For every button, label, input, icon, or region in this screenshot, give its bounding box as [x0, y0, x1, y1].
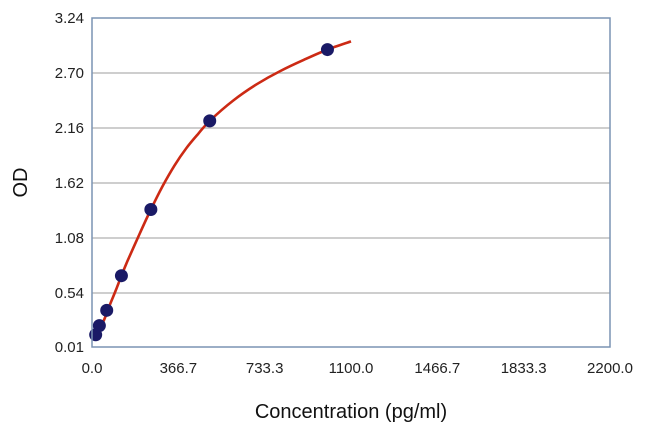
- y-tick-label: 0.54: [55, 285, 84, 302]
- data-point: [114, 269, 128, 283]
- plot-frame: [91, 17, 611, 348]
- x-tick-label: 2200.0: [587, 360, 633, 377]
- x-tick-label: 1466.7: [414, 360, 460, 377]
- x-tick-label: 366.7: [160, 360, 198, 377]
- y-tick-label: 0.01: [55, 339, 84, 356]
- data-point: [92, 319, 106, 333]
- y-tick-label: 1.62: [55, 175, 84, 192]
- x-tick-label: 1100.0: [329, 360, 374, 377]
- data-point: [100, 303, 114, 317]
- x-tick-labels: 0.0 366.7 733.3 1100.0 1466.7 1833.3 2200.0: [82, 360, 633, 377]
- data-points: [89, 43, 334, 342]
- y-tick-label: 2.16: [55, 120, 84, 137]
- y-tick-label: 1.08: [55, 230, 84, 247]
- data-point: [320, 43, 334, 57]
- data-point: [203, 114, 217, 128]
- fit-curve-layer: [91, 40, 352, 337]
- y-tick-label: 3.24: [55, 10, 84, 27]
- y-axis-title: OD: [10, 168, 32, 198]
- data-point: [144, 202, 158, 216]
- y-tick-label: 2.70: [55, 65, 84, 82]
- fit-curve-line: [91, 40, 352, 337]
- x-tick-label: 1833.3: [501, 360, 547, 377]
- gridlines: [92, 72, 610, 294]
- x-axis-title: Concentration (pg/ml): [255, 401, 447, 423]
- y-tick-labels: 0.01 0.54 1.08 1.62 2.16 2.70 3.24: [55, 10, 84, 356]
- x-tick-label: 0.0: [82, 360, 103, 377]
- x-tick-label: 733.3: [246, 360, 284, 377]
